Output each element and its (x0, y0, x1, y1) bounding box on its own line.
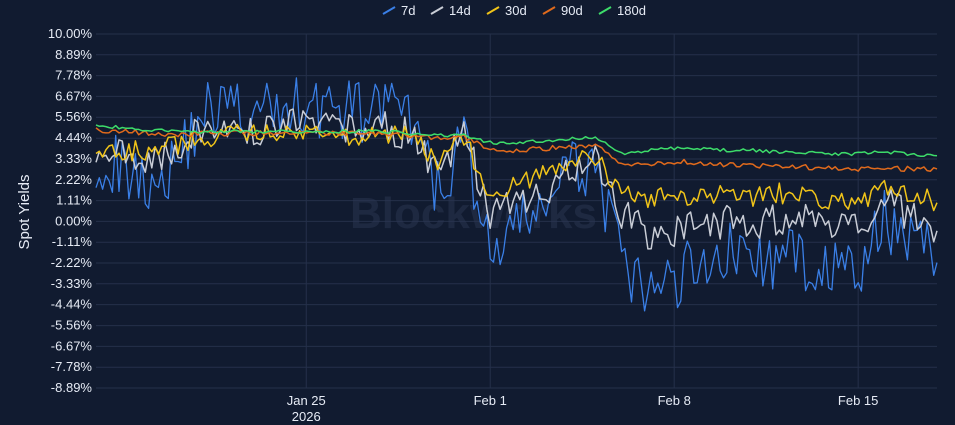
series-line-180d (95, 124, 938, 157)
legend-swatch-7d[interactable] (382, 6, 396, 15)
y-tick-label: 7.78% (55, 68, 92, 83)
legend-swatch-14d[interactable] (430, 6, 444, 15)
x-tick-sublabel: 2026 (292, 409, 321, 424)
y-tick-label: 8.89% (55, 47, 92, 62)
y-tick-label: 4.44% (55, 130, 92, 145)
series-line-7d (95, 77, 938, 312)
legend: 7d 14d 30d 90d 180d (382, 3, 646, 18)
y-tick-label: 6.67% (55, 88, 92, 103)
x-tick-label: Feb 15 (838, 393, 878, 408)
grid (96, 33, 937, 389)
y-tick-label: 2.22% (55, 172, 92, 187)
legend-label-180d[interactable]: 180d (617, 3, 646, 18)
legend-label-90d[interactable]: 90d (561, 3, 583, 18)
y-tick-label: 5.56% (55, 109, 92, 124)
x-tick-label: Feb 1 (474, 393, 507, 408)
legend-label-14d[interactable]: 14d (449, 3, 471, 18)
y-tick-label: -2.22% (51, 255, 93, 270)
y-tick-label: 1.11% (56, 193, 92, 208)
legend-swatch-90d[interactable] (542, 6, 556, 15)
y-tick-label: -7.78% (51, 359, 93, 374)
y-tick-label: 0.00% (55, 213, 92, 228)
series-line-90d (95, 127, 938, 173)
series-line-30d (95, 123, 938, 212)
legend-label-30d[interactable]: 30d (505, 3, 527, 18)
y-tick-label: -3.33% (51, 276, 93, 291)
y-tick-label: -6.67% (51, 338, 93, 353)
y-tick-label: -5.56% (51, 318, 93, 333)
series-lines (95, 77, 938, 312)
y-axis-label: Spot Yields (16, 174, 33, 249)
y-tick-label: 10.00% (48, 26, 93, 41)
y-axis: 10.00% 8.89% 7.78% 6.67% 5.56% 4.44% 3.33% 2.22… (48, 26, 93, 395)
x-tick-label: Jan 25 (287, 393, 326, 408)
x-tick-label: Feb 8 (658, 393, 691, 408)
legend-swatch-180d[interactable] (598, 6, 612, 15)
y-tick-label: -8.89% (51, 380, 93, 395)
y-tick-label: 3.33% (55, 151, 92, 166)
y-tick-label: -4.44% (51, 297, 93, 312)
legend-label-7d[interactable]: 7d (401, 3, 415, 18)
legend-swatch-30d[interactable] (486, 6, 500, 15)
y-tick-label: -1.11% (52, 234, 93, 249)
